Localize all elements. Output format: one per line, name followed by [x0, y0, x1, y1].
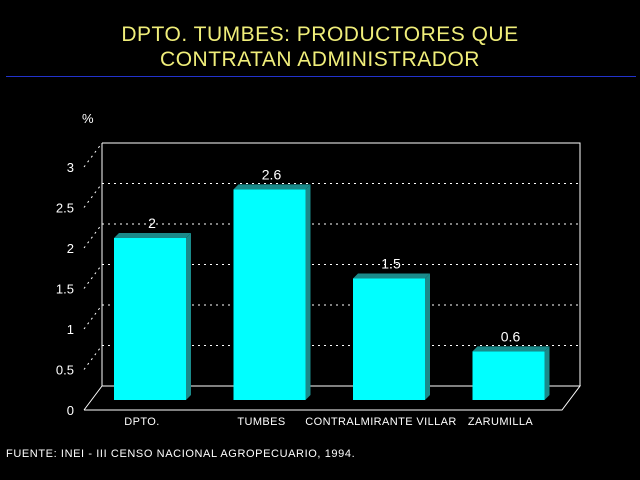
gridline-depth [83, 345, 103, 370]
source-note: FUENTE: INEI - III CENSO NACIONAL AGROPE… [6, 448, 356, 460]
y-tick-label: 2 [67, 241, 74, 256]
y-tick-label: 0 [67, 403, 74, 418]
chart-title: DPTO. TUMBES: PRODUCTORES QUE CONTRATAN … [0, 22, 640, 72]
data-label: 1.5 [381, 256, 401, 272]
y-tick-label: 1.5 [56, 282, 74, 297]
bar-top [233, 184, 311, 190]
x-tick-label: DPTO. [124, 416, 159, 428]
bar-side [186, 233, 191, 400]
bar [233, 189, 306, 400]
y-tick-label: 3 [67, 160, 74, 175]
bar-top [114, 233, 191, 238]
y-tick-label: 2.5 [56, 201, 74, 216]
bar-top [472, 346, 550, 352]
gridline-depth [83, 264, 103, 289]
x-tick-label: ZARUMILLA [468, 416, 534, 428]
chart-title-line-2: CONTRATAN ADMINISTRADOR [160, 48, 480, 71]
axis-left-wall [83, 143, 103, 411]
x-tick-label: TUMBES [237, 416, 285, 428]
floor-border [84, 385, 581, 411]
x-tick-label: CONTRALMIRANTE VILLAR [305, 416, 456, 428]
chart-title-line-1: DPTO. TUMBES: PRODUCTORES QUE [121, 23, 519, 46]
y-tick-label: 1 [67, 322, 74, 337]
back-wall-border [102, 142, 581, 386]
data-label: 2.6 [262, 166, 282, 182]
bar [114, 238, 186, 400]
data-label: 2 [148, 215, 156, 231]
y-tick-label: 0.5 [56, 363, 74, 378]
gridline-depth [83, 142, 103, 168]
gridline-depth [83, 304, 103, 330]
gridline-depth [83, 223, 103, 249]
title-divider [6, 76, 636, 77]
bar-side [305, 184, 311, 400]
bar-side [425, 273, 430, 400]
data-label: 0.6 [501, 328, 521, 344]
bar-top [353, 273, 430, 279]
bar [472, 351, 545, 400]
bar [353, 278, 425, 400]
bar-side [544, 346, 550, 400]
gridline-depth [83, 183, 103, 208]
y-axis-label: % [82, 111, 94, 126]
